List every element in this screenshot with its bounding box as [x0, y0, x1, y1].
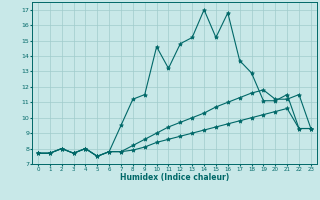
X-axis label: Humidex (Indice chaleur): Humidex (Indice chaleur) [120, 173, 229, 182]
